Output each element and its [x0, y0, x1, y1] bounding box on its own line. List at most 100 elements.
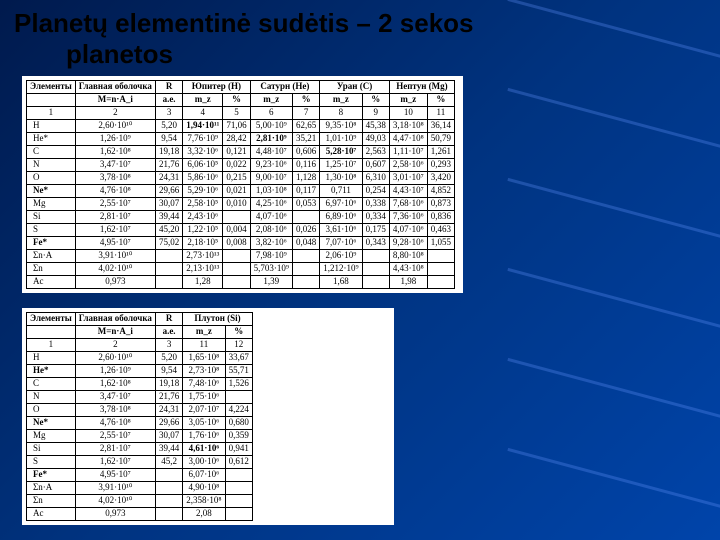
table2: Элементы Главная оболочка R Плутон (Si) … — [26, 312, 253, 521]
cell: 29,66 — [155, 417, 182, 430]
cell: 4,02·10¹⁰ — [75, 495, 155, 508]
cell: 4,224 — [225, 404, 252, 417]
cell: 24,31 — [155, 172, 182, 185]
cell: 39,44 — [155, 443, 182, 456]
cell: 0,711 — [320, 185, 362, 198]
cell: 29,66 — [155, 185, 182, 198]
cell: 2,60·10¹⁰ — [75, 120, 155, 133]
cell: N — [27, 159, 76, 172]
cell: 4,61·10⁶ — [183, 443, 225, 456]
cell: 0,022 — [223, 159, 250, 172]
cell: 1,01·10⁹ — [320, 133, 362, 146]
table2-body: H2,60·10¹⁰5,201,65·10⁸33,67He*1,26·10⁹9,… — [27, 352, 253, 521]
cell: Ac — [27, 508, 76, 521]
cell: 62,65 — [292, 120, 319, 133]
cell: 0,606 — [292, 146, 319, 159]
cell: 0,836 — [427, 211, 454, 224]
cell: 19,18 — [155, 146, 182, 159]
cell: 1,39 — [250, 276, 292, 289]
table1-numrow: 1 2 3 4 5 6 7 8 9 10 11 — [27, 107, 455, 120]
cell: 1,26·10⁹ — [75, 365, 155, 378]
cell — [225, 469, 252, 482]
cell — [155, 482, 182, 495]
cell: 49,03 — [362, 133, 389, 146]
cell: 1,68 — [320, 276, 362, 289]
cell: 36,14 — [427, 120, 454, 133]
cell — [223, 211, 250, 224]
table2-header-groups: Элементы Главная оболочка R Плутон (Si) — [27, 313, 253, 326]
th-uranus: Уран (С) — [320, 81, 390, 94]
cell: 0,021 — [223, 185, 250, 198]
tables-container: Элементы Главная оболочка R Юпитер (Н) С… — [22, 76, 463, 535]
table-row: Ac0,9732,08 — [27, 508, 253, 521]
cell: 0,121 — [223, 146, 250, 159]
cell: O — [27, 172, 76, 185]
cell: 4,76·10⁸ — [75, 185, 155, 198]
cell: 1,94·10¹¹ — [183, 120, 223, 133]
cell: 0,293 — [427, 159, 454, 172]
table2-subheaders: M=n·A_i a.e. m_z % — [27, 326, 253, 339]
cell — [427, 263, 454, 276]
cell: 21,76 — [155, 159, 182, 172]
cell — [225, 495, 252, 508]
cell: 0,117 — [292, 185, 319, 198]
table-row: Ne*4,76·10⁸29,665,29·10⁶0,0211,03·10⁸0,1… — [27, 185, 455, 198]
table-row: S1,62·10⁷45,23,00·10⁶0,612 — [27, 456, 253, 469]
title-line1: Planetų elementinė sudėtis – 2 sekos — [14, 8, 474, 39]
table-row: H2,60·10¹⁰5,201,65·10⁸33,67 — [27, 352, 253, 365]
table1: Элементы Главная оболочка R Юпитер (Н) С… — [26, 80, 455, 289]
cell: 2,563 — [362, 146, 389, 159]
cell: 0,026 — [292, 224, 319, 237]
cell — [292, 211, 319, 224]
cell: 2,43·10⁶ — [183, 211, 223, 224]
cell: 0,343 — [362, 237, 389, 250]
cell — [155, 263, 182, 276]
table-row: Si2,81·10⁷39,444,61·10⁶0,941 — [27, 443, 253, 456]
cell: 7,36·10⁶ — [389, 211, 427, 224]
cell: 1,03·10⁸ — [250, 185, 292, 198]
table2-wrap: Элементы Главная оболочка R Плутон (Si) … — [22, 308, 394, 525]
th-neptune: Нептун (Mg) — [389, 81, 454, 94]
cell: 4,07·10⁶ — [389, 224, 427, 237]
cell: 1,30·10⁸ — [320, 172, 362, 185]
cell: 75,02 — [155, 237, 182, 250]
cell: 6,97·10⁶ — [320, 198, 362, 211]
cell: 3,18·10⁸ — [389, 120, 427, 133]
cell: S — [27, 224, 76, 237]
table1-subheaders: M=n·A_i a.e. m_z % m_z % m_z % m_z % — [27, 94, 455, 107]
cell: 7,07·10⁶ — [320, 237, 362, 250]
cell: 28,42 — [223, 133, 250, 146]
table1-wrap: Элементы Главная оболочка R Юпитер (Н) С… — [22, 76, 463, 293]
cell: 5,28·10⁷ — [320, 146, 362, 159]
cell: 3,91·10¹⁰ — [75, 482, 155, 495]
table-row: C1,62·10⁸19,183,32·10⁶0,1214,48·10⁷0,606… — [27, 146, 455, 159]
cell: 0,175 — [362, 224, 389, 237]
cell: 50,79 — [427, 133, 454, 146]
cell: 1,28 — [183, 276, 223, 289]
cell: 3,32·10⁶ — [183, 146, 223, 159]
cell: 7,48·10⁶ — [183, 378, 225, 391]
cell: 3,47·10⁷ — [75, 159, 155, 172]
cell — [225, 508, 252, 521]
cell: C — [27, 378, 76, 391]
table-row: N3,47·10⁷21,766,06·10⁵0,0229,23·10⁶0,116… — [27, 159, 455, 172]
table-row: Ac0,9731,281,391,681,98 — [27, 276, 455, 289]
table1-header-groups: Элементы Главная оболочка R Юпитер (Н) С… — [27, 81, 455, 94]
cell: 0,004 — [223, 224, 250, 237]
cell: 1,62·10⁷ — [75, 456, 155, 469]
cell: 4,95·10⁷ — [75, 469, 155, 482]
cell: 6,06·10⁵ — [183, 159, 223, 172]
cell: 4,07·10⁶ — [250, 211, 292, 224]
table-row: N3,47·10⁷21,761,75·10⁶ — [27, 391, 253, 404]
cell: 2,06·10⁹ — [320, 250, 362, 263]
cell — [223, 263, 250, 276]
cell: He* — [27, 365, 76, 378]
cell: 45,2 — [155, 456, 182, 469]
cell: 3,82·10⁶ — [250, 237, 292, 250]
cell: 55,71 — [225, 365, 252, 378]
cell — [223, 250, 250, 263]
page-title: Planetų elementinė sudėtis – 2 sekos pla… — [14, 8, 474, 70]
cell: 3,78·10⁸ — [75, 404, 155, 417]
cell: 2,58·10⁵ — [183, 198, 223, 211]
cell: 30,07 — [155, 430, 182, 443]
